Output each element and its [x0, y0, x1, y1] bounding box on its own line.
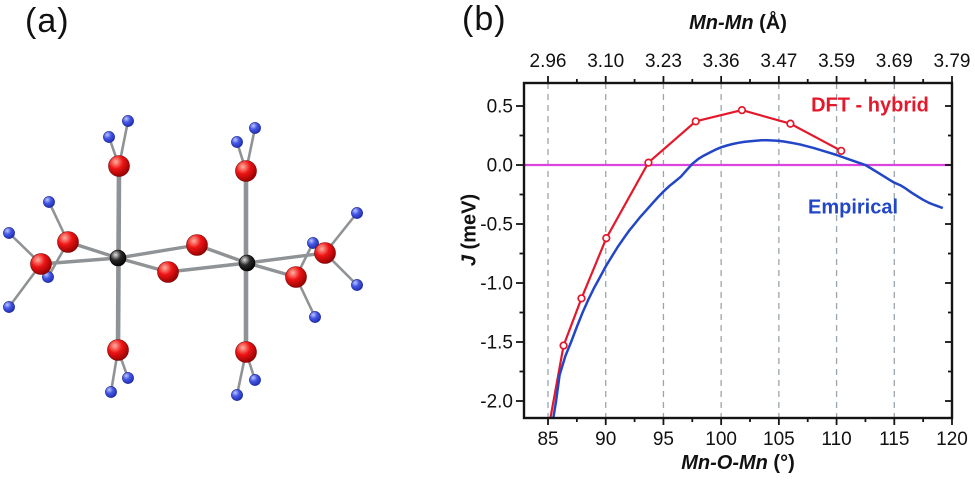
data-point-marker — [737, 105, 747, 115]
tick-label: 120 — [936, 429, 968, 450]
tick-label: 0.5 — [487, 97, 513, 118]
o-atom — [285, 266, 307, 288]
tick-label: 95 — [653, 429, 674, 450]
h-atom — [3, 227, 15, 239]
tick-label: -1.5 — [480, 333, 513, 354]
top-axis-title-unit: (Å) — [753, 12, 787, 34]
tick-label: 2.96 — [530, 51, 567, 72]
data-point-marker — [644, 158, 653, 167]
chart-svg: 85 90 95 100 105 110 115 120 2.96 3.10 3.23 3.36 3.4… — [480, 51, 971, 450]
tick-label: -0.5 — [480, 215, 513, 236]
h-atom — [231, 136, 243, 148]
mn-atom — [238, 254, 256, 272]
molecule-svg — [3, 115, 363, 401]
h-atom — [249, 374, 261, 386]
h-atom — [249, 122, 261, 134]
tick-label: 3.69 — [876, 51, 913, 72]
tick-label: 0.0 — [487, 156, 513, 177]
bond — [39, 256, 120, 266]
o-atom — [186, 234, 208, 256]
tick-label: 3.10 — [587, 51, 624, 72]
o-atom — [57, 231, 79, 253]
bottom-axis-title-unit: (°) — [767, 452, 795, 474]
top-axis-tick-labels: 2.96 3.10 3.23 3.36 3.47 3.59 3.69 3.79 — [530, 51, 971, 72]
tick-label: 100 — [705, 429, 737, 450]
data-point-marker — [577, 294, 586, 303]
o-atom — [108, 155, 130, 177]
y-axis-title: J (meV) — [459, 194, 482, 266]
h-atom — [351, 207, 363, 219]
top-axis-title-name: Mn-Mn — [689, 12, 754, 34]
h-atom — [309, 311, 321, 323]
bond — [245, 251, 327, 265]
o-atom — [314, 242, 336, 264]
atoms — [3, 115, 363, 401]
tick-label: 105 — [763, 429, 795, 450]
h-atom — [231, 389, 243, 401]
mn-atom — [109, 249, 127, 267]
x-axis-tick-labels: 85 90 95 100 105 110 115 120 — [537, 429, 967, 450]
tick-label: 3.47 — [760, 51, 797, 72]
o-atom — [235, 341, 257, 363]
o-atom — [157, 261, 179, 283]
h-atom — [122, 115, 134, 127]
dft-hybrid-curve — [549, 109, 842, 418]
y-axis-tick-labels: 0.5 0.0 -0.5 -1.0 -1.5 -2.0 — [480, 97, 513, 413]
h-atom — [103, 131, 115, 143]
panel-a-label: (a) — [25, 2, 70, 40]
tick-label: 3.59 — [818, 51, 855, 72]
tick-label: 3.79 — [934, 51, 971, 72]
dft-hybrid-curve-markers — [559, 105, 846, 350]
tick-label: 110 — [821, 429, 851, 450]
legend-dft-hybrid: DFT - hybrid — [811, 94, 929, 117]
empirical-curve — [552, 138, 944, 418]
panel-b-label: (b) — [462, 0, 507, 38]
legend-empirical: Empirical — [807, 196, 899, 219]
bottom-axis-title: Mn-O-Mn (°) — [524, 452, 952, 475]
tick-label: -2.0 — [480, 392, 513, 413]
tick-label: 115 — [879, 429, 909, 450]
data-point-marker — [786, 119, 795, 128]
bottom-axis-title-name: Mn-O-Mn — [681, 452, 768, 474]
o-atom — [107, 339, 129, 361]
x-gridlines — [547, 83, 895, 418]
o-atom — [235, 160, 257, 182]
tick-label: 85 — [537, 429, 558, 450]
h-atom — [43, 196, 55, 208]
y-axis-title-name: J — [458, 255, 481, 267]
plot-frame — [522, 81, 954, 420]
h-atom — [307, 237, 319, 249]
bond — [166, 261, 249, 274]
h-atom — [105, 386, 117, 398]
tick-label: 3.23 — [645, 51, 682, 72]
tick-label: -1.0 — [480, 274, 513, 295]
curves — [549, 105, 944, 418]
data-point-marker — [691, 117, 700, 126]
data-point-marker — [602, 234, 611, 243]
panel-b: 85 90 95 100 105 110 115 120 2.96 3.10 3.23 3.36 3.4… — [450, 0, 975, 484]
tick-label: 3.36 — [703, 51, 740, 72]
h-atom — [351, 279, 363, 291]
o-atom — [30, 253, 52, 275]
bonds — [7, 119, 359, 397]
h-atom — [3, 301, 15, 313]
tick-label: 90 — [595, 429, 616, 450]
axis-ticks — [516, 76, 953, 425]
h-atom — [122, 372, 134, 384]
panel-a: (a) — [0, 0, 450, 484]
y-axis-title-unit: (meV) — [458, 193, 481, 255]
data-point-marker — [559, 341, 568, 350]
bond — [116, 243, 199, 260]
top-axis-title: Mn-Mn (Å) — [524, 12, 952, 35]
data-point-marker — [837, 146, 846, 155]
